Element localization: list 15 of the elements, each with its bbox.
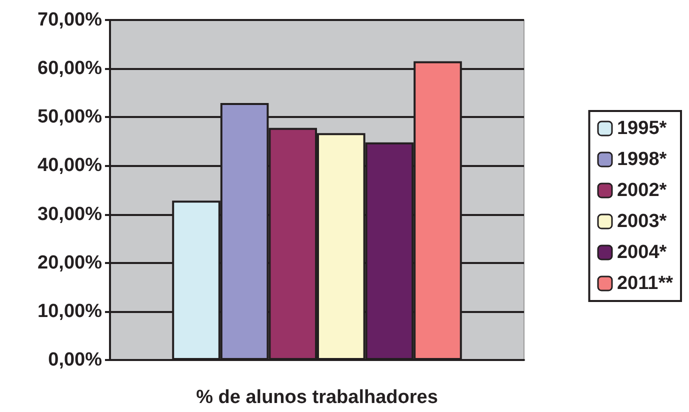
legend-label: 1995*: [616, 118, 668, 139]
y-tick-label: 60,00%: [38, 58, 102, 80]
y-tick-label: 70,00%: [38, 10, 102, 30]
legend-label: 2004*: [616, 242, 668, 263]
x-axis-title: % de alunos trabalhadores: [196, 387, 438, 408]
legend-label: 1998*: [616, 149, 668, 170]
legend-label: 2002*: [616, 180, 668, 201]
y-tick-label: 20,00%: [38, 252, 102, 274]
y-tick-label: 40,00%: [38, 155, 102, 176]
y-tick-label: 30,00%: [38, 204, 102, 225]
legend-label: 2011**: [616, 273, 674, 294]
y-tick-label: 0,00%: [48, 350, 102, 370]
legend-label: 2003*: [616, 211, 668, 232]
y-tick-label: 10,00%: [38, 300, 102, 322]
y-tick-label: 50,00%: [38, 106, 102, 128]
